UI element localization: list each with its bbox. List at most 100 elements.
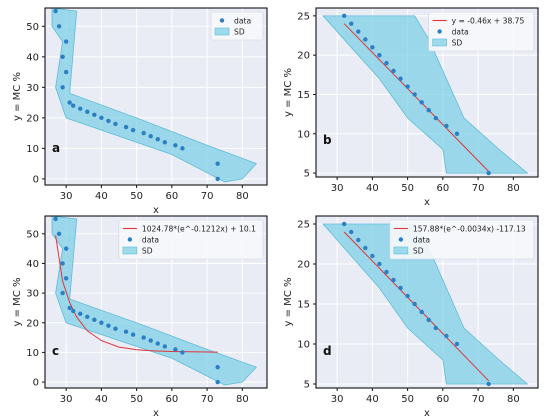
data-point bbox=[92, 317, 97, 322]
x-tick-label: 40 bbox=[95, 191, 108, 202]
data-point bbox=[63, 69, 69, 75]
legend-box bbox=[428, 11, 535, 52]
legend-label: SD bbox=[413, 246, 424, 255]
x-tick-label: 30 bbox=[331, 183, 344, 194]
data-point bbox=[78, 106, 83, 111]
data-point bbox=[419, 309, 424, 315]
legend-label: SD bbox=[452, 38, 463, 47]
data-point bbox=[148, 133, 153, 139]
data-point bbox=[78, 311, 83, 317]
data-point bbox=[398, 285, 403, 291]
data-point bbox=[155, 137, 160, 142]
legend: 1024.78*(e^-0.1212x) + 10.1 data SD bbox=[118, 219, 264, 260]
x-axis-label: x bbox=[153, 408, 159, 419]
data-point bbox=[141, 130, 146, 136]
x-tick-label: 40 bbox=[95, 394, 108, 405]
data-point bbox=[356, 237, 361, 243]
y-tick-label: 20 bbox=[26, 318, 39, 329]
data-point bbox=[180, 350, 185, 355]
data-point bbox=[85, 109, 90, 114]
data-point bbox=[67, 100, 72, 105]
data-point bbox=[377, 261, 382, 267]
panel-label: d bbox=[323, 344, 332, 358]
data-point bbox=[63, 246, 69, 251]
plot-content bbox=[322, 221, 529, 387]
data-point bbox=[162, 344, 168, 349]
data-point bbox=[99, 320, 104, 325]
x-tick-label: 70 bbox=[472, 183, 485, 194]
data-point bbox=[56, 24, 62, 29]
legend-box bbox=[118, 219, 264, 260]
data-point bbox=[63, 39, 69, 44]
legend-point-swatch bbox=[127, 237, 133, 242]
plot-frame bbox=[315, 7, 539, 178]
legend-point-swatch bbox=[398, 237, 404, 242]
y-axis-label: y = MC % bbox=[12, 278, 23, 327]
y-tick-label: 0 bbox=[33, 378, 39, 389]
legend-label: 157.88*(e^-0.0034x) -117.13 bbox=[413, 224, 526, 233]
sd-band bbox=[51, 8, 258, 183]
plot-content bbox=[51, 216, 258, 386]
legend: data SD bbox=[210, 11, 264, 41]
y-tick-label: 20 bbox=[297, 51, 310, 62]
x-tick-label: 50 bbox=[130, 191, 143, 202]
data-point bbox=[384, 269, 389, 275]
data-point bbox=[67, 305, 72, 311]
legend-point-swatch bbox=[437, 29, 442, 34]
x-tick-label: 30 bbox=[60, 191, 73, 202]
legend-label: data bbox=[142, 235, 159, 244]
panel-label: b bbox=[323, 133, 332, 147]
data-point bbox=[356, 29, 361, 34]
data-point bbox=[60, 85, 65, 90]
data-point bbox=[341, 13, 347, 19]
data-point bbox=[444, 333, 449, 339]
data-point bbox=[486, 381, 491, 387]
x-tick-label: 70 bbox=[472, 394, 485, 405]
y-tick-label: 10 bbox=[26, 144, 39, 155]
x-tick-label: 40 bbox=[366, 394, 379, 405]
chart-panel-a: 30 40 50 60 70 80 0 10 20 30 40 50 x y = MC % a data SD bbox=[12, 7, 268, 216]
data-point bbox=[412, 92, 417, 97]
y-tick-label: 20 bbox=[297, 260, 310, 271]
legend-box bbox=[389, 219, 535, 260]
data-point bbox=[215, 176, 220, 182]
data-point bbox=[398, 76, 403, 81]
y-tick-label: 15 bbox=[297, 300, 310, 311]
plot-content bbox=[51, 8, 258, 183]
legend-label: SD bbox=[234, 27, 245, 36]
data-point bbox=[85, 314, 90, 320]
data-point bbox=[162, 140, 168, 145]
y-tick-label: 30 bbox=[26, 289, 39, 300]
data-point bbox=[405, 84, 410, 89]
x-tick-label: 60 bbox=[165, 394, 178, 405]
y-axis-label: y = MC % bbox=[283, 68, 294, 117]
data-point bbox=[341, 221, 347, 227]
x-tick-label: 30 bbox=[331, 394, 344, 405]
data-point bbox=[454, 131, 460, 136]
data-point bbox=[106, 118, 111, 124]
chart-panel-b: 30 40 50 60 70 80 5 10 15 20 25 x y = MC % b y = -0.46… bbox=[283, 7, 539, 208]
legend-band-swatch bbox=[432, 38, 447, 47]
y-tick-label: 40 bbox=[26, 52, 39, 63]
y-tick-label: 40 bbox=[26, 259, 39, 270]
y-tick-label: 25 bbox=[297, 11, 310, 22]
x-tick-label: 60 bbox=[436, 183, 449, 194]
x-tick-label: 50 bbox=[401, 394, 414, 405]
data-point bbox=[63, 276, 69, 281]
data-point bbox=[180, 146, 185, 151]
data-point bbox=[454, 341, 460, 347]
data-point bbox=[60, 54, 65, 60]
data-point bbox=[426, 317, 431, 323]
y-tick-label: 10 bbox=[297, 340, 310, 351]
data-point bbox=[130, 127, 136, 133]
legend-band-swatch bbox=[214, 27, 230, 36]
y-tick-label: 25 bbox=[297, 220, 310, 231]
data-point bbox=[363, 245, 368, 251]
data-point bbox=[377, 52, 382, 58]
data-point bbox=[148, 338, 153, 343]
data-point bbox=[60, 290, 65, 296]
data-point bbox=[215, 379, 220, 385]
data-point bbox=[123, 124, 129, 130]
panel-label: c bbox=[52, 344, 59, 358]
